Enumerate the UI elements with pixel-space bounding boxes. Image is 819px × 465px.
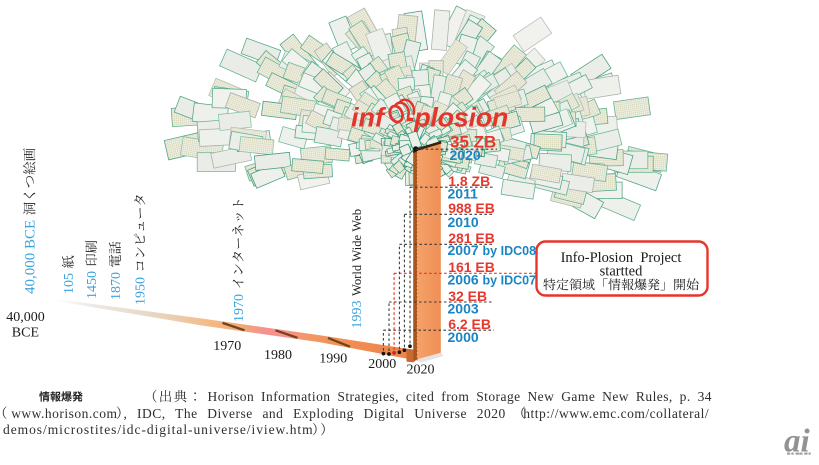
svg-text:2011: 2011 [448, 186, 479, 202]
svg-text:2006 by IDC07: 2006 by IDC07 [448, 272, 537, 288]
svg-text:35 ZB: 35 ZB [450, 132, 496, 151]
svg-text:startted: startted [600, 264, 643, 280]
svg-text:1450: 1450 [85, 271, 100, 299]
svg-text:demos/microstites/idc-digital-: demos/microstites/idc-digital-universe/i… [3, 422, 314, 437]
svg-text:Horison Information Strategies: Horison Information Strategies, cited fr… [208, 389, 712, 404]
svg-text:40,000: 40,000 [6, 310, 45, 325]
svg-text:2020: 2020 [407, 363, 435, 378]
svg-text:1970: 1970 [213, 339, 241, 354]
svg-text:105: 105 [62, 273, 77, 294]
svg-text:, IDC, The Diverse and Explodi: , IDC, The Diverse and Exploding Digital… [123, 406, 505, 421]
svg-text:1990: 1990 [319, 351, 347, 366]
svg-text:www.horison.com: www.horison.com [11, 406, 117, 421]
svg-text:http://www.emc.com/collateral/: http://www.emc.com/collateral/ [523, 406, 709, 421]
svg-text:2007 by IDC08: 2007 by IDC08 [448, 242, 537, 258]
svg-text:32 EB: 32 EB [448, 288, 487, 304]
svg-text:40,000 BCE: 40,000 BCE [22, 220, 38, 294]
svg-text:2020: 2020 [450, 147, 481, 163]
svg-text:1950: 1950 [134, 277, 149, 305]
svg-text:1.8 ZB: 1.8 ZB [448, 173, 490, 189]
svg-text:Info-Plosion Project: Info-Plosion Project [561, 250, 682, 266]
svg-text:2000: 2000 [368, 357, 396, 372]
svg-text:2000: 2000 [448, 329, 479, 345]
svg-text:988 EB: 988 EB [448, 200, 495, 216]
svg-text:161 EB: 161 EB [448, 259, 495, 275]
svg-text:1870: 1870 [109, 272, 124, 300]
svg-text:1980: 1980 [264, 348, 292, 363]
svg-text:2010: 2010 [448, 214, 479, 230]
svg-text:2003: 2003 [448, 301, 479, 317]
svg-text:World Wide Web: World Wide Web [350, 209, 364, 296]
svg-text:-plosion: -plosion [406, 103, 509, 133]
svg-text:1993: 1993 [350, 301, 365, 329]
svg-text:281 EB: 281 EB [448, 230, 495, 246]
svg-text:BCE: BCE [12, 326, 39, 341]
svg-text:6.2 EB: 6.2 EB [448, 316, 491, 332]
svg-text:inf: inf [351, 103, 387, 133]
svg-text:1970: 1970 [232, 294, 247, 322]
